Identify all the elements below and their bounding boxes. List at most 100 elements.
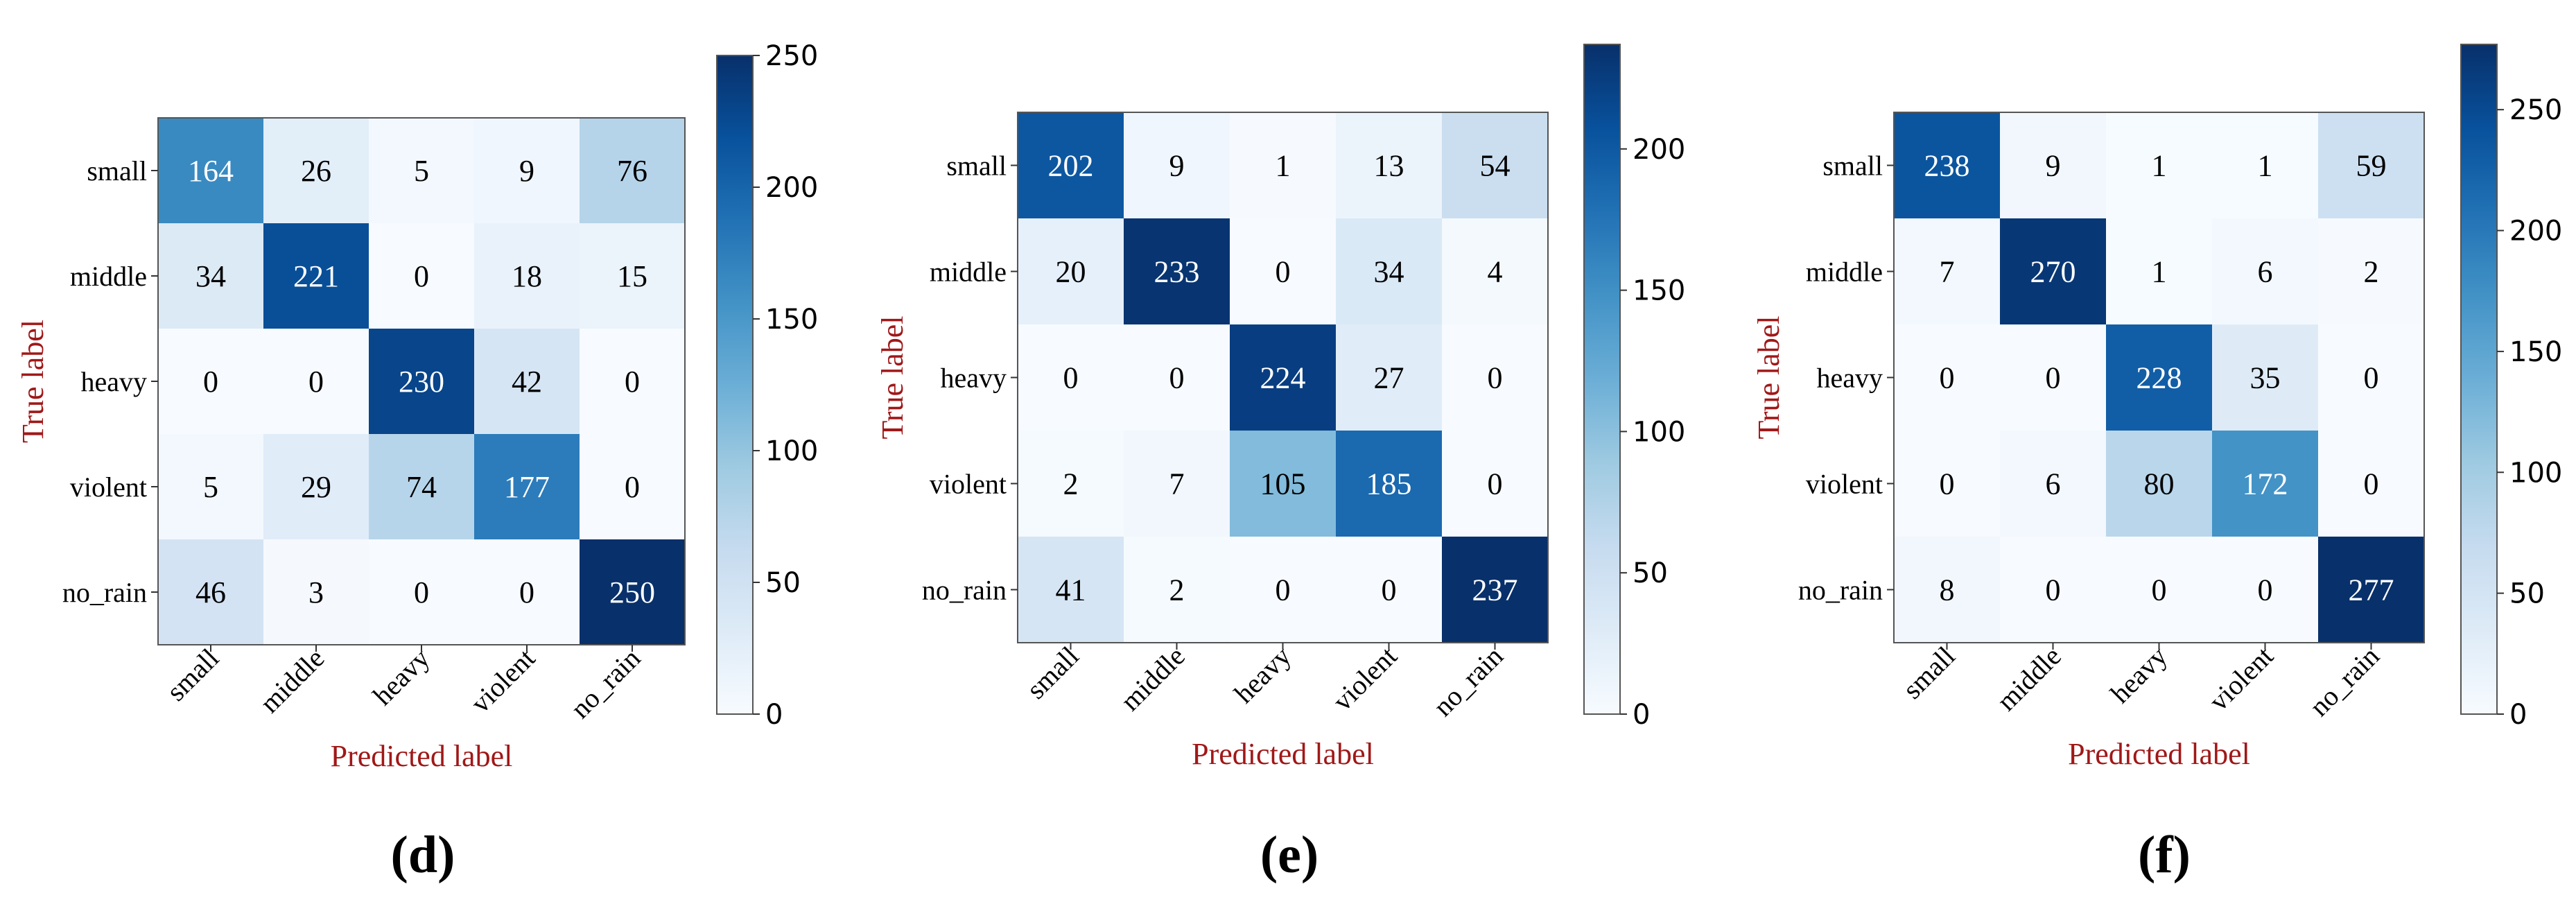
x-axis-title: Predicted label: [331, 739, 513, 773]
heatmap-cell: [2000, 112, 2106, 218]
cell-value-label: 46: [195, 575, 226, 609]
heatmap-cell: [158, 118, 263, 223]
cell-value-label: 7: [1169, 467, 1185, 501]
heatmap-cell: [1894, 218, 2000, 324]
x-tick-label: heavy: [2105, 641, 2173, 709]
heatmap-cell: [2212, 324, 2318, 431]
cell-value-label: 18: [512, 259, 542, 293]
cell-value-label: 26: [301, 154, 331, 188]
cell-value-label: 230: [399, 365, 444, 399]
heatmap-cell: [474, 434, 580, 539]
heatmap-cell: [1336, 218, 1442, 324]
cell-value-label: 1: [2152, 149, 2167, 183]
colorbar-tick-label: 0: [765, 699, 783, 731]
cell-value-label: 0: [1276, 573, 1291, 607]
heatmap-cell: [1442, 218, 1548, 324]
cell-value-label: 0: [1382, 573, 1397, 607]
x-tick-label: middle: [254, 643, 330, 719]
cell-value-label: 172: [2243, 467, 2288, 501]
y-tick-label: middle: [70, 261, 147, 292]
heatmap-cell: [2000, 218, 2106, 324]
y-tick-label: heavy: [1816, 363, 1883, 394]
heatmap-cell: [1124, 324, 1230, 431]
heatmap-cell: [2212, 537, 2318, 643]
heatmap-cell: [2106, 218, 2212, 324]
y-axis-title: True label: [876, 315, 910, 439]
heatmap-cell: [474, 118, 580, 223]
heatmap-cell: [369, 118, 474, 223]
heatmap-cell: [580, 539, 685, 645]
x-tick-label: no_rain: [564, 643, 646, 725]
cell-value-label: 27: [1374, 361, 1404, 395]
heatmap-cell: [369, 434, 474, 539]
heatmap-cell: [1442, 112, 1548, 218]
cell-value-label: 0: [625, 470, 640, 504]
heatmap-cell: [580, 329, 685, 434]
heatmap-cell: [2318, 112, 2424, 218]
cell-value-label: 74: [406, 470, 437, 504]
heatmap-cell: [1230, 112, 1336, 218]
x-tick-label: no_rain: [1427, 641, 1509, 722]
cell-value-label: 0: [2258, 573, 2273, 607]
confusion-matrix-panel-3: 238 9 1 1 597 270 1 6 20 0 228 35 00 6 80 172 08 0 0 0 277sm…: [1752, 44, 2562, 884]
heatmap-cell: [1018, 218, 1124, 324]
x-tick-label: violent: [1326, 641, 1402, 717]
cell-value-label: 54: [1480, 149, 1511, 183]
heatmap-cell: [1894, 112, 2000, 218]
heatmap-cell: [263, 223, 369, 329]
panel-label: (d): [391, 826, 455, 884]
x-tick-label: middle: [1990, 641, 2066, 717]
heatmap-cell: [580, 223, 685, 329]
heatmap-cell: [2318, 431, 2424, 537]
cell-value-label: 8: [1940, 573, 1955, 607]
cell-value-label: 29: [301, 470, 331, 504]
y-tick-label: no_rain: [1798, 575, 1883, 606]
x-tick-label: heavy: [1228, 641, 1297, 709]
heatmap-cell: [2106, 112, 2212, 218]
cell-value-label: 20: [1056, 255, 1086, 289]
cell-value-label: 202: [1048, 149, 1094, 183]
cell-value-label: 34: [1374, 255, 1404, 289]
cell-value-label: 177: [504, 470, 550, 504]
heatmap-cell: [1018, 431, 1124, 537]
cell-value-label: 250: [609, 575, 655, 609]
heatmap-cell: [263, 118, 369, 223]
heatmap-cell: [158, 223, 263, 329]
heatmap-cell: [2212, 218, 2318, 324]
panel-label: (e): [1260, 826, 1319, 884]
cell-value-label: 1: [1276, 149, 1291, 183]
y-tick-label: small: [1822, 150, 1883, 182]
heatmap-cell: [2000, 431, 2106, 537]
cell-value-label: 0: [1940, 361, 1955, 395]
cell-value-label: 35: [2250, 361, 2281, 395]
y-tick-label: violent: [1806, 469, 1883, 500]
y-axis-title: True label: [16, 320, 50, 443]
heatmap-cell: [263, 434, 369, 539]
cell-value-label: 0: [203, 365, 218, 399]
heatmap-cell: [1124, 537, 1230, 643]
cell-value-label: 34: [195, 259, 226, 293]
colorbar-tick-label: 100: [765, 435, 818, 467]
panel-label: (f): [2138, 826, 2191, 884]
heatmap-cell: [1442, 537, 1548, 643]
y-tick-label: no_rain: [922, 575, 1007, 606]
cell-value-label: 277: [2349, 573, 2394, 607]
cell-value-label: 0: [625, 365, 640, 399]
cell-value-label: 0: [1063, 361, 1079, 395]
heatmap-cell: [1230, 431, 1336, 537]
x-tick-label: small: [1897, 641, 1961, 705]
heatmap-cell: [474, 329, 580, 434]
colorbar-tick-label: 200: [765, 172, 818, 204]
colorbar-tick-label: 150: [1633, 275, 1685, 307]
heatmap-cell: [2212, 112, 2318, 218]
cell-value-label: 5: [203, 470, 218, 504]
cell-value-label: 9: [519, 154, 534, 188]
heatmap-cell: [369, 223, 474, 329]
cell-value-label: 80: [2144, 467, 2175, 501]
cell-value-label: 164: [188, 154, 234, 188]
y-tick-label: heavy: [80, 366, 147, 397]
x-tick-label: small: [1020, 641, 1085, 705]
colorbar-tick-label: 0: [2509, 699, 2527, 731]
